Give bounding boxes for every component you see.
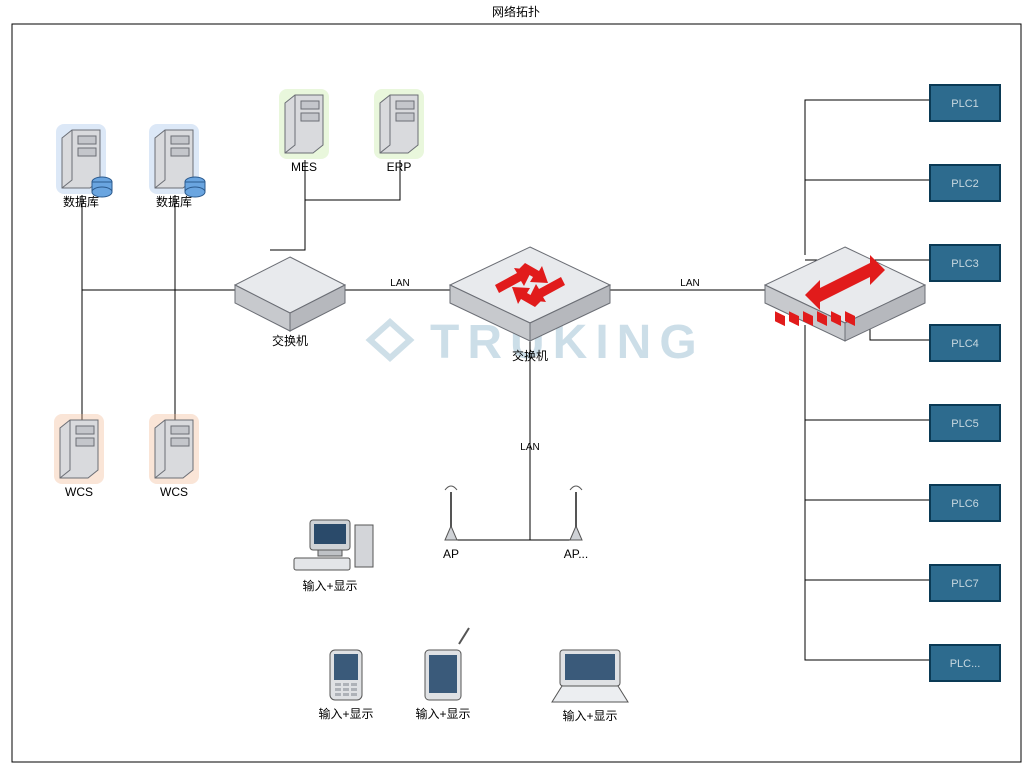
svg-text:数据库: 数据库	[156, 194, 192, 209]
svg-text:LAN: LAN	[390, 278, 409, 289]
plc-icon: PLC6	[930, 485, 1000, 521]
svg-text:PLC7: PLC7	[951, 578, 979, 590]
svg-text:AP: AP	[443, 547, 459, 561]
svg-text:输入+显示: 输入+显示	[562, 708, 617, 723]
svg-text:PLC3: PLC3	[951, 258, 979, 270]
svg-text:PLC4: PLC4	[951, 338, 979, 350]
plc-icon: PLC3	[930, 245, 1000, 281]
svg-text:WCS: WCS	[65, 485, 93, 499]
svg-text:交换机: 交换机	[272, 333, 308, 348]
svg-text:PLC1: PLC1	[951, 98, 979, 110]
svg-text:WCS: WCS	[160, 485, 188, 499]
svg-text:数据库: 数据库	[63, 194, 99, 209]
tablet-icon: 输入+显示	[415, 628, 470, 721]
antenna-icon: AP...	[564, 486, 588, 561]
server-icon: ERP	[374, 89, 424, 174]
svg-text:ERP: ERP	[387, 160, 412, 174]
laptop-icon: 输入+显示	[552, 650, 628, 723]
svg-text:AP...: AP...	[564, 547, 588, 561]
server-icon: 数据库	[56, 124, 112, 209]
svg-text:交换机: 交换机	[512, 348, 548, 363]
plc-icon: PLC2	[930, 165, 1000, 201]
switch-icon: 交换机	[235, 257, 345, 348]
svg-text:网络拓扑: 网络拓扑	[492, 4, 540, 19]
plc-icon: PLC7	[930, 565, 1000, 601]
pda-icon: 输入+显示	[318, 650, 373, 721]
plc-icon: PLC1	[930, 85, 1000, 121]
switch-ports-icon	[765, 247, 925, 341]
svg-text:LAN: LAN	[680, 278, 699, 289]
plc-icon: PLC5	[930, 405, 1000, 441]
svg-text:TRUKING: TRUKING	[430, 316, 705, 369]
plc-icon: PLC...	[930, 645, 1000, 681]
svg-text:PLC...: PLC...	[950, 658, 981, 670]
plc-icon: PLC4	[930, 325, 1000, 361]
svg-text:输入+显示: 输入+显示	[302, 578, 357, 593]
server-icon: WCS	[149, 414, 199, 499]
svg-text:PLC5: PLC5	[951, 418, 979, 430]
svg-text:MES: MES	[291, 160, 317, 174]
svg-text:输入+显示: 输入+显示	[415, 706, 470, 721]
svg-text:PLC2: PLC2	[951, 178, 979, 190]
diagram-stage: 网络拓扑 TRUKING LAN LAN LAN 数据库 数据库 MES ERP WCS WCS 交换…	[0, 0, 1033, 774]
svg-text:LAN: LAN	[520, 442, 539, 453]
server-icon: WCS	[54, 414, 104, 499]
desktop-icon: 输入+显示	[294, 520, 373, 593]
server-icon: 数据库	[149, 124, 205, 209]
svg-text:输入+显示: 输入+显示	[318, 706, 373, 721]
server-icon: MES	[279, 89, 329, 174]
svg-text:PLC6: PLC6	[951, 498, 979, 510]
antenna-icon: AP	[443, 486, 459, 561]
